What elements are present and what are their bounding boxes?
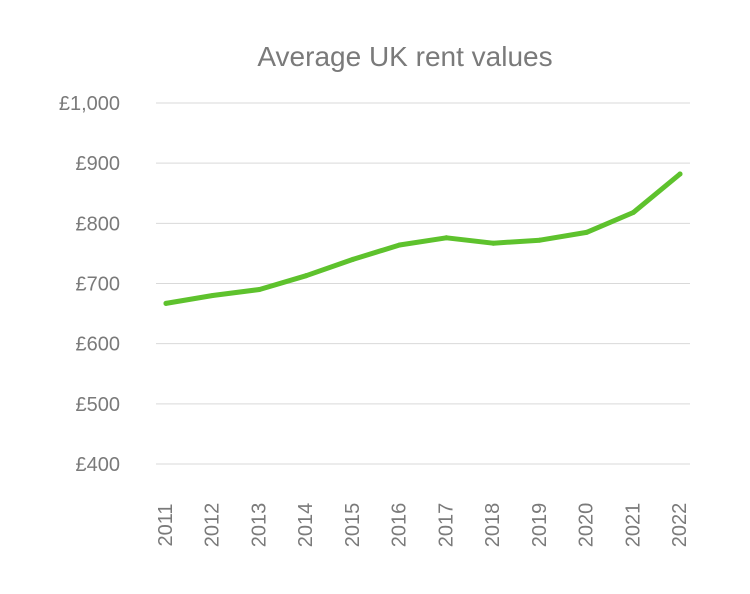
data-point [163,300,169,306]
data-point [584,229,590,235]
x-tick-label: 2020 [576,503,598,548]
data-point [256,287,262,293]
x-axis-tick-labels: 2011 2012 2013 2014 2015 2016 2017 2018 2019 2020… [155,503,691,548]
data-point [490,240,496,246]
data-point [630,210,636,216]
x-tick-label: 2017 [435,503,457,548]
data-point [350,256,356,262]
data-point [397,242,403,248]
x-tick-label: 2022 [669,503,691,548]
chart-title: Average UK rent values [257,41,552,72]
y-tick-label: £400 [76,454,121,476]
y-tick-label: £700 [76,274,121,296]
y-tick-label: £900 [76,153,121,175]
x-tick-label: 2018 [482,503,504,547]
data-point [677,171,683,177]
series-line [163,171,683,306]
x-tick-label: 2015 [342,503,364,548]
data-point [210,293,216,299]
y-tick-label: £800 [76,213,121,235]
y-tick-label: £500 [76,394,121,416]
y-tick-label: £1,000 [59,93,120,115]
gridlines [156,102,690,465]
y-axis-tick-labels: £400 £500 £600 £700 £800 £900 £1,000 [59,93,120,476]
x-tick-label: 2016 [389,503,411,548]
data-point [303,273,309,279]
x-tick-label: 2011 [155,503,177,546]
data-point [537,237,543,243]
x-tick-label: 2013 [248,503,270,548]
x-tick-label: 2012 [202,503,224,548]
series-group [163,171,683,306]
y-tick-label: £600 [76,334,121,356]
x-tick-label: 2014 [295,503,317,548]
x-tick-label: 2021 [622,503,644,548]
data-point [443,235,449,241]
x-tick-label: 2019 [529,503,551,548]
